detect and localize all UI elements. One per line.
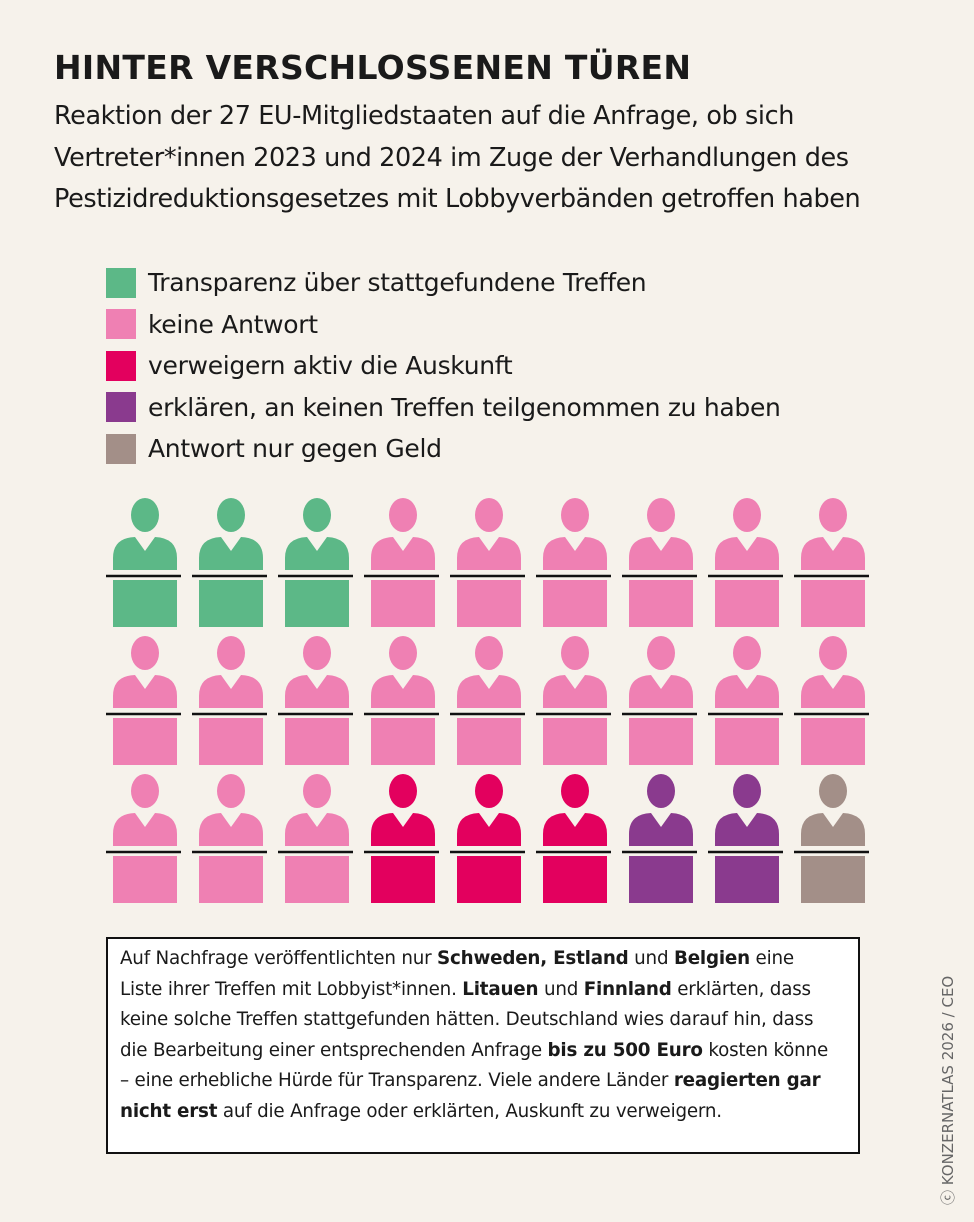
person-icon xyxy=(278,498,353,627)
note-emphasis: reagierten gar nicht erst xyxy=(120,1070,821,1122)
note-text: kosten könne – eine erhebliche Hürde für… xyxy=(120,1039,828,1092)
legend-swatch xyxy=(106,267,136,298)
person-icon xyxy=(106,498,181,627)
legend-swatch xyxy=(106,392,136,423)
legend-item: erklären, an keinen Treffen teilgenommen… xyxy=(106,387,781,429)
note-emphasis: Schweden, Estland xyxy=(437,948,629,969)
note-text: erklär­ten, dass keine solche Treffen st… xyxy=(120,978,814,1061)
person-icon xyxy=(192,498,267,627)
note-text: auf die Anfrage oder erklärten, Auskunft… xyxy=(217,1100,722,1122)
legend-label: Antwort nur gegen Geld xyxy=(148,434,442,464)
person-icon xyxy=(708,774,783,903)
legend-item: Transparenz über stattgefundene Treffen xyxy=(106,262,781,304)
person-icon xyxy=(192,774,267,903)
legend-label: erklären, an keinen Treffen teilgenommen… xyxy=(148,392,781,422)
explanation-box: Auf Nachfrage veröffentlichten nur Schwe… xyxy=(106,937,860,1154)
person-icon xyxy=(622,636,697,765)
legend-label: Transparenz über stattgefundene Treffen xyxy=(148,268,647,298)
person-icon xyxy=(278,774,353,903)
legend: Transparenz über stattgefundene Treffen … xyxy=(106,262,781,470)
legend-item: Antwort nur gegen Geld xyxy=(106,428,781,470)
legend-item: verweigern aktiv die Auskunft xyxy=(106,345,781,387)
person-icon xyxy=(450,636,525,765)
person-icon xyxy=(536,774,611,903)
legend-swatch xyxy=(106,350,136,381)
person-icon xyxy=(106,774,181,903)
legend-label: verweigern aktiv die Auskunft xyxy=(148,351,513,381)
note-text: und xyxy=(538,978,584,1000)
person-icon xyxy=(364,774,439,903)
person-icon xyxy=(622,774,697,903)
note-emphasis: Litauen xyxy=(462,978,539,1000)
title: HINTER VERSCHLOSSENEN TÜREN xyxy=(54,48,692,87)
person-icon xyxy=(794,636,869,765)
legend-item: keine Antwort xyxy=(106,304,781,346)
legend-swatch xyxy=(106,433,136,464)
credit: ⓒ KONZERNATLAS 2026 / CEO xyxy=(939,975,957,1205)
person-icon xyxy=(536,636,611,765)
note-emphasis: bis zu 500 Euro xyxy=(547,1039,703,1061)
person-icon xyxy=(622,498,697,627)
note-text: eine Liste ihrer Treffen mit Lobbyist*in… xyxy=(120,948,794,1000)
person-icon xyxy=(106,636,181,765)
person-icon xyxy=(794,774,869,903)
note-emphasis: Belgien xyxy=(673,948,750,969)
person-icon xyxy=(364,498,439,627)
person-icon xyxy=(794,498,869,627)
note-text: und xyxy=(628,948,674,969)
note-emphasis: Finnland xyxy=(583,978,672,1000)
person-icon xyxy=(364,636,439,765)
person-icon xyxy=(708,636,783,765)
subtitle: Reaktion der 27 EU-Mitgliedstaaten auf d… xyxy=(54,101,861,214)
person-icon xyxy=(450,498,525,627)
person-icon xyxy=(450,774,525,903)
legend-swatch xyxy=(106,309,136,340)
person-icon xyxy=(536,498,611,627)
person-icon xyxy=(278,636,353,765)
person-icon xyxy=(192,636,267,765)
person-icon xyxy=(708,498,783,627)
legend-label: keine Antwort xyxy=(148,309,318,339)
note-text: Auf Nachfrage veröffentlichten nur xyxy=(120,948,438,969)
pictogram-chart xyxy=(106,498,869,903)
